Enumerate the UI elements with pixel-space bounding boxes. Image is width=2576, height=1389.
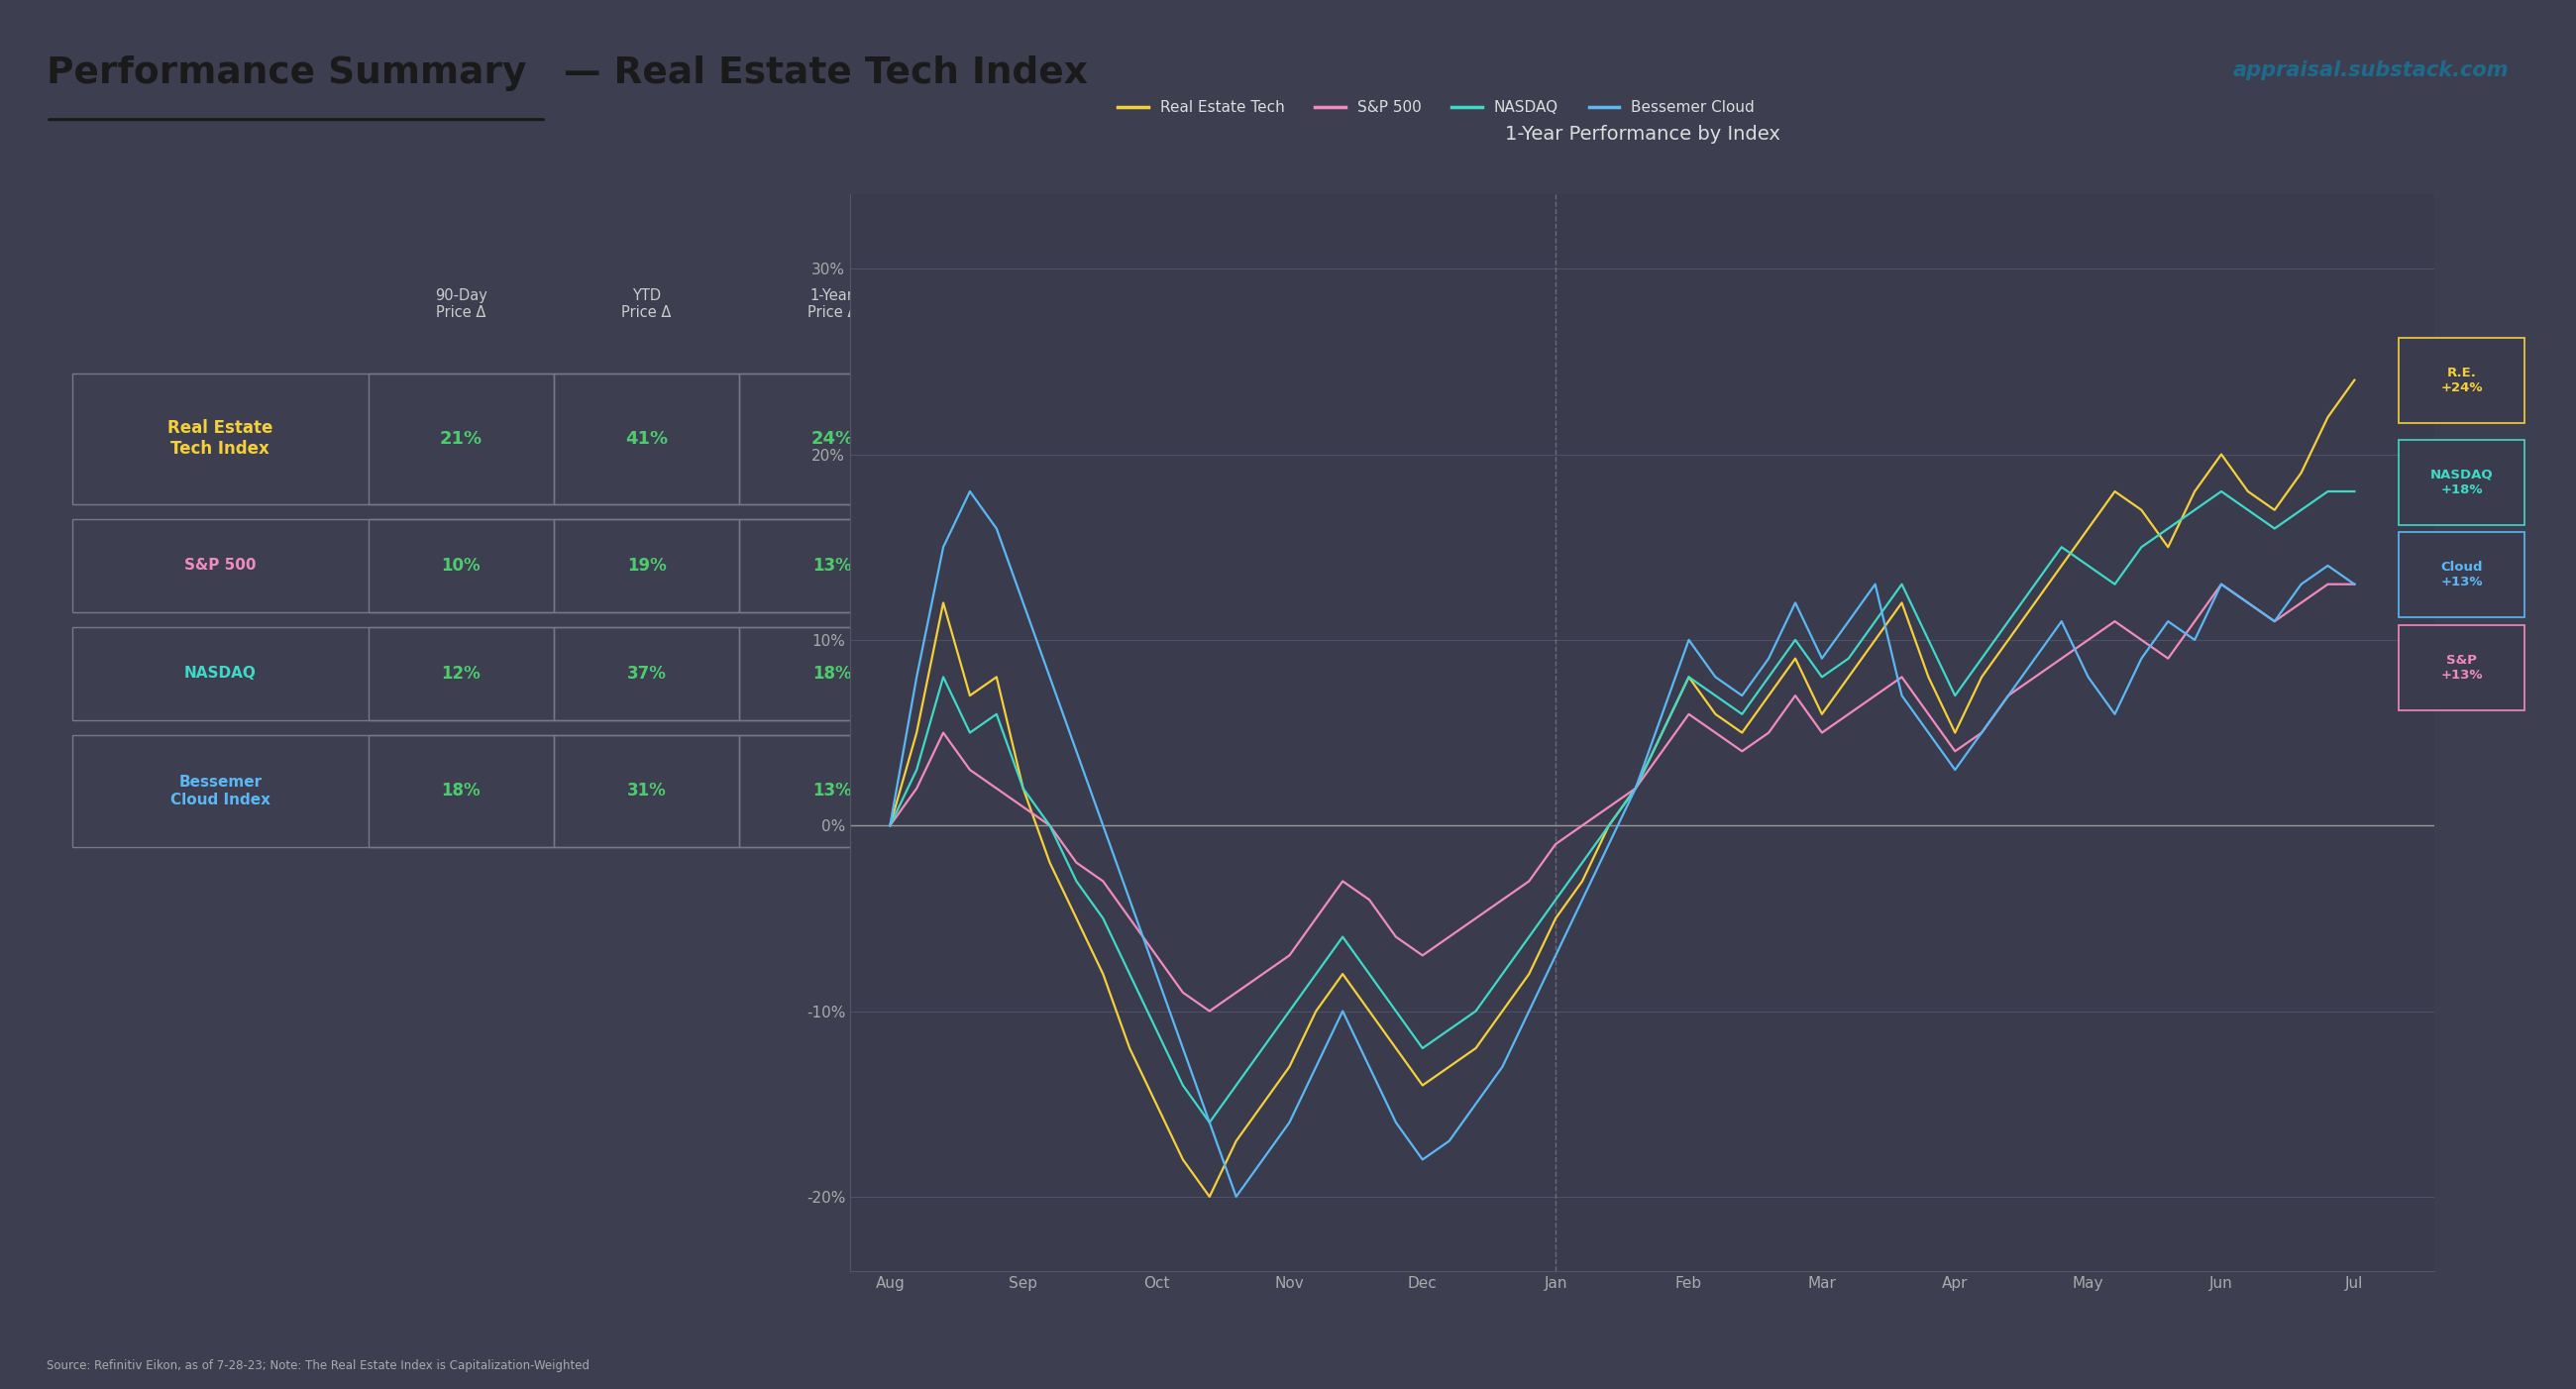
Text: NASDAQ: NASDAQ [183, 667, 258, 681]
Title: 1-Year Performance by Index: 1-Year Performance by Index [1504, 125, 1780, 143]
FancyBboxPatch shape [2398, 532, 2524, 618]
Text: 10%: 10% [440, 557, 482, 574]
Text: 13%: 13% [811, 782, 853, 800]
Text: 21%: 21% [440, 429, 482, 447]
Text: Source: Refinitiv Eikon, as of 7-28-23; Note: The Real Estate Index is Capitaliz: Source: Refinitiv Eikon, as of 7-28-23; … [46, 1360, 590, 1372]
Text: YTD
Price Δ: YTD Price Δ [621, 289, 672, 321]
Text: R.E.
+24%: R.E. +24% [2439, 367, 2483, 394]
Legend: Real Estate Tech, S&P 500, NASDAQ, Bessemer Cloud: Real Estate Tech, S&P 500, NASDAQ, Besse… [1113, 94, 1762, 121]
Text: Performance Summary: Performance Summary [46, 56, 526, 90]
Text: 41%: 41% [626, 429, 667, 447]
Text: appraisal.substack.com: appraisal.substack.com [2233, 60, 2509, 81]
Text: 19%: 19% [626, 557, 667, 574]
Text: 90-Day
Price Δ: 90-Day Price Δ [435, 289, 487, 321]
Text: Cloud
+13%: Cloud +13% [2439, 561, 2483, 589]
Text: 37%: 37% [626, 665, 667, 682]
Text: 12%: 12% [440, 665, 482, 682]
Text: Bessemer
Cloud Index: Bessemer Cloud Index [170, 775, 270, 807]
Text: S&P 500: S&P 500 [185, 558, 255, 572]
Text: 18%: 18% [440, 782, 482, 800]
Text: S&P
+13%: S&P +13% [2439, 654, 2483, 682]
Text: 31%: 31% [626, 782, 667, 800]
Text: Real Estate
Tech Index: Real Estate Tech Index [167, 419, 273, 458]
Text: — Real Estate Tech Index: — Real Estate Tech Index [551, 56, 1087, 90]
Text: 1-Year
Price Δ: 1-Year Price Δ [806, 289, 858, 321]
FancyBboxPatch shape [2398, 338, 2524, 422]
FancyBboxPatch shape [2398, 625, 2524, 710]
Text: 24%: 24% [811, 429, 853, 447]
FancyBboxPatch shape [2398, 439, 2524, 525]
Text: NASDAQ
+18%: NASDAQ +18% [2429, 468, 2494, 496]
Text: 18%: 18% [811, 665, 853, 682]
Text: 13%: 13% [811, 557, 853, 574]
